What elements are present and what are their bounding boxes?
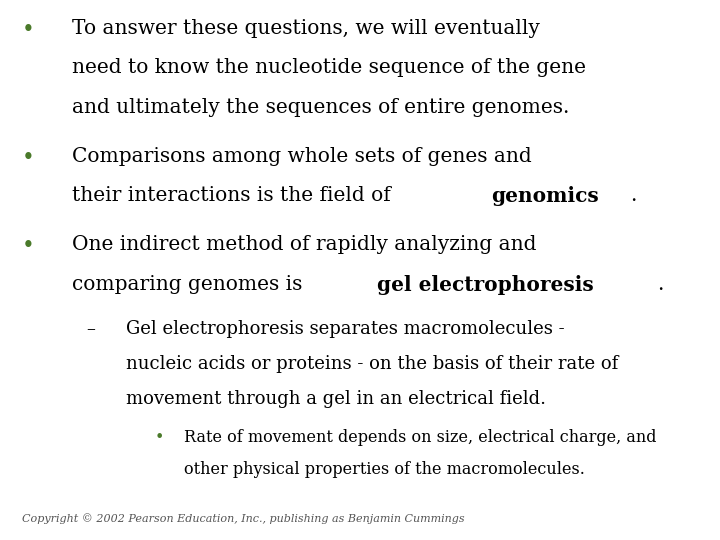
Text: other physical properties of the macromolecules.: other physical properties of the macromo… <box>184 461 585 477</box>
Text: •: • <box>155 429 164 446</box>
Text: –: – <box>86 320 95 338</box>
Text: •: • <box>22 235 35 258</box>
Text: comparing genomes is: comparing genomes is <box>72 275 309 294</box>
Text: nucleic acids or proteins - on the basis of their rate of: nucleic acids or proteins - on the basis… <box>126 355 618 373</box>
Text: Copyright © 2002 Pearson Education, Inc., publishing as Benjamin Cummings: Copyright © 2002 Pearson Education, Inc.… <box>22 513 464 524</box>
Text: gel electrophoresis: gel electrophoresis <box>377 275 594 295</box>
Text: •: • <box>22 19 35 41</box>
Text: Comparisons among whole sets of genes and: Comparisons among whole sets of genes an… <box>72 147 532 166</box>
Text: One indirect method of rapidly analyzing and: One indirect method of rapidly analyzing… <box>72 235 536 254</box>
Text: their interactions is the field of: their interactions is the field of <box>72 186 397 205</box>
Text: Rate of movement depends on size, electrical charge, and: Rate of movement depends on size, electr… <box>184 429 656 446</box>
Text: need to know the nucleotide sequence of the gene: need to know the nucleotide sequence of … <box>72 58 586 77</box>
Text: .: . <box>657 275 664 294</box>
Text: •: • <box>22 147 35 169</box>
Text: genomics: genomics <box>492 186 599 206</box>
Text: Gel electrophoresis separates macromolecules -: Gel electrophoresis separates macromolec… <box>126 320 564 338</box>
Text: and ultimately the sequences of entire genomes.: and ultimately the sequences of entire g… <box>72 98 570 117</box>
Text: movement through a gel in an electrical field.: movement through a gel in an electrical … <box>126 390 546 408</box>
Text: .: . <box>631 186 637 205</box>
Text: To answer these questions, we will eventually: To answer these questions, we will event… <box>72 19 540 38</box>
